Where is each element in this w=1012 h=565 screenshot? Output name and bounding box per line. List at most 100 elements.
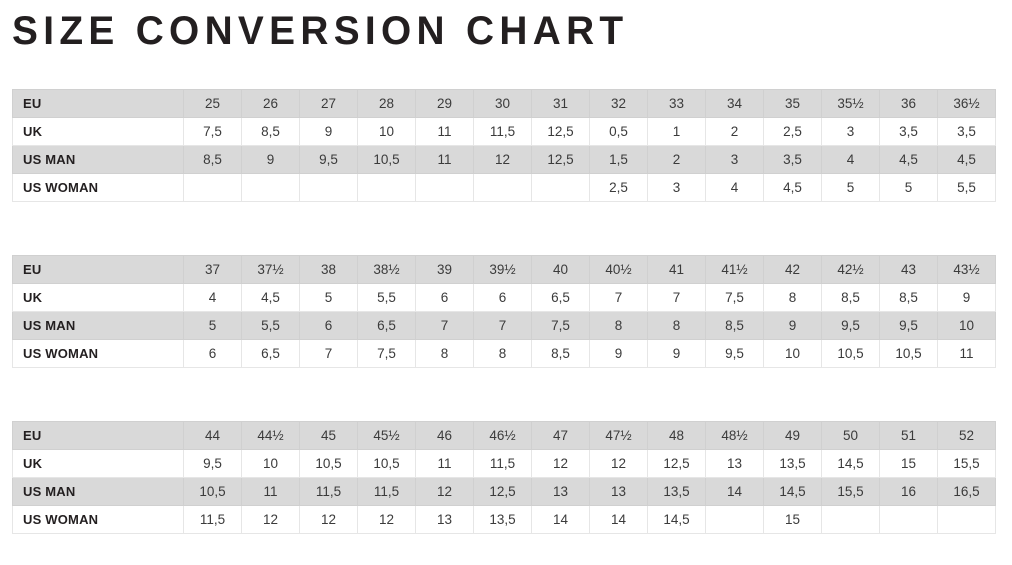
table-cell: 33 <box>647 89 706 118</box>
table-cell: 6 <box>415 283 474 312</box>
table-cell: 12,5 <box>647 449 706 478</box>
table-cell: 35½ <box>821 89 880 118</box>
row-label-us-man: US MAN <box>12 311 184 340</box>
table-cell: 8,5 <box>705 311 764 340</box>
table-cell: 9,5 <box>299 145 358 174</box>
table-cell: 7,5 <box>531 311 590 340</box>
table-cell: 41 <box>647 255 706 284</box>
table-cell: 8,5 <box>241 117 300 146</box>
table-cell <box>241 173 300 202</box>
table-cell: 5 <box>183 311 242 340</box>
table-cell <box>821 505 880 534</box>
table-cell: 15,5 <box>821 477 880 506</box>
table-cell: 6 <box>473 283 532 312</box>
row-label-us-man: US MAN <box>12 477 184 506</box>
table-cell: 13 <box>415 505 474 534</box>
table-cell: 11,5 <box>299 477 358 506</box>
row-label-us-man: US MAN <box>12 145 184 174</box>
table-cell: 5,5 <box>357 283 416 312</box>
table-cell: 9 <box>589 339 648 368</box>
table-cell: 14 <box>589 505 648 534</box>
table-cell: 5 <box>299 283 358 312</box>
table-cell: 26 <box>241 89 300 118</box>
table-cell: 3,5 <box>879 117 938 146</box>
table-cell: 47½ <box>589 421 648 450</box>
table-cell: 1,5 <box>589 145 648 174</box>
table-cell: 11,5 <box>473 117 532 146</box>
table-cell: 10 <box>357 117 416 146</box>
table-cell: 2,5 <box>589 173 648 202</box>
table-cell: 45½ <box>357 421 416 450</box>
tables-container: EU 25 26 27 28 29 30 31 32 33 34 35 35½ 36 36½ UK 7,5 8,5… <box>12 89 996 534</box>
table-cell: 7 <box>299 339 358 368</box>
table-cell: 4 <box>705 173 764 202</box>
table-cell: 4,5 <box>937 145 996 174</box>
row-label-eu: EU <box>12 421 184 450</box>
table-cell: 49 <box>763 421 822 450</box>
table-cell: 5,5 <box>241 311 300 340</box>
page-title: SIZE CONVERSION CHART <box>12 9 629 53</box>
table-cell: 32 <box>589 89 648 118</box>
table-cell: 10,5 <box>357 449 416 478</box>
row-label-eu: EU <box>12 255 184 284</box>
table-cell: 10,5 <box>299 449 358 478</box>
table-cell: 9 <box>647 339 706 368</box>
table-cell: 13,5 <box>647 477 706 506</box>
table-cell: 6,5 <box>241 339 300 368</box>
table-cell: 11,5 <box>357 477 416 506</box>
table-cell: 35 <box>763 89 822 118</box>
table-cell <box>299 173 358 202</box>
table-cell: 7 <box>415 311 474 340</box>
table-cell: 4,5 <box>763 173 822 202</box>
table-cell: 6,5 <box>357 311 416 340</box>
table-row: EU 44 44½ 45 45½ 46 46½ 47 47½ 48 48½ 49 50 51 52 <box>12 421 996 450</box>
table-cell: 43 <box>879 255 938 284</box>
table-cell: 46½ <box>473 421 532 450</box>
table-cell: 9,5 <box>879 311 938 340</box>
table-cell: 15 <box>879 449 938 478</box>
table-cell: 7,5 <box>183 117 242 146</box>
table-row: US WOMAN 2,5 3 4 4,5 5 5 5,5 <box>12 173 996 202</box>
table-cell: 12 <box>357 505 416 534</box>
table-row: UK 7,5 8,5 9 10 11 11,5 12,5 0,5 1 2 2,5 3 3,5 3,5 <box>12 117 996 146</box>
table-cell: 10,5 <box>879 339 938 368</box>
table-cell: 5 <box>879 173 938 202</box>
table-cell: 14 <box>531 505 590 534</box>
table-cell: 8 <box>647 311 706 340</box>
table-cell: 8 <box>473 339 532 368</box>
table-cell: 3,5 <box>937 117 996 146</box>
table-row: UK 4 4,5 5 5,5 6 6 6,5 7 7 7,5 8 8,5 8,5 9 <box>12 283 996 312</box>
table-cell: 7,5 <box>357 339 416 368</box>
table-row: UK 9,5 10 10,5 10,5 11 11,5 12 12 12,5 13 13,5 14,5 1… <box>12 449 996 478</box>
table-cell: 12,5 <box>531 145 590 174</box>
table-cell: 25 <box>183 89 242 118</box>
table-row: US WOMAN 6 6,5 7 7,5 8 8 8,5 9 9 9,5 10 10,5 10,5 11 <box>12 339 996 368</box>
table-cell: 13,5 <box>473 505 532 534</box>
table-cell: 37 <box>183 255 242 284</box>
table-cell: 10 <box>763 339 822 368</box>
table-cell: 11 <box>937 339 996 368</box>
table-cell: 12 <box>415 477 474 506</box>
table-cell <box>879 505 938 534</box>
table-cell: 12,5 <box>473 477 532 506</box>
table-cell: 42 <box>763 255 822 284</box>
row-label-uk: UK <box>12 117 184 146</box>
table-cell: 10 <box>937 311 996 340</box>
table-cell: 42½ <box>821 255 880 284</box>
table-cell: 40½ <box>589 255 648 284</box>
table-cell: 9 <box>299 117 358 146</box>
table-cell: 6 <box>299 311 358 340</box>
table-cell: 41½ <box>705 255 764 284</box>
table-cell: 8,5 <box>183 145 242 174</box>
table-cell: 9 <box>937 283 996 312</box>
table-cell: 13,5 <box>763 449 822 478</box>
table-cell: 40 <box>531 255 590 284</box>
table-cell: 30 <box>473 89 532 118</box>
row-label-eu: EU <box>12 89 184 118</box>
table-cell: 38½ <box>357 255 416 284</box>
table-cell: 12 <box>299 505 358 534</box>
table-cell: 51 <box>879 421 938 450</box>
row-label-us-woman: US WOMAN <box>12 173 184 202</box>
table-cell: 11,5 <box>183 505 242 534</box>
